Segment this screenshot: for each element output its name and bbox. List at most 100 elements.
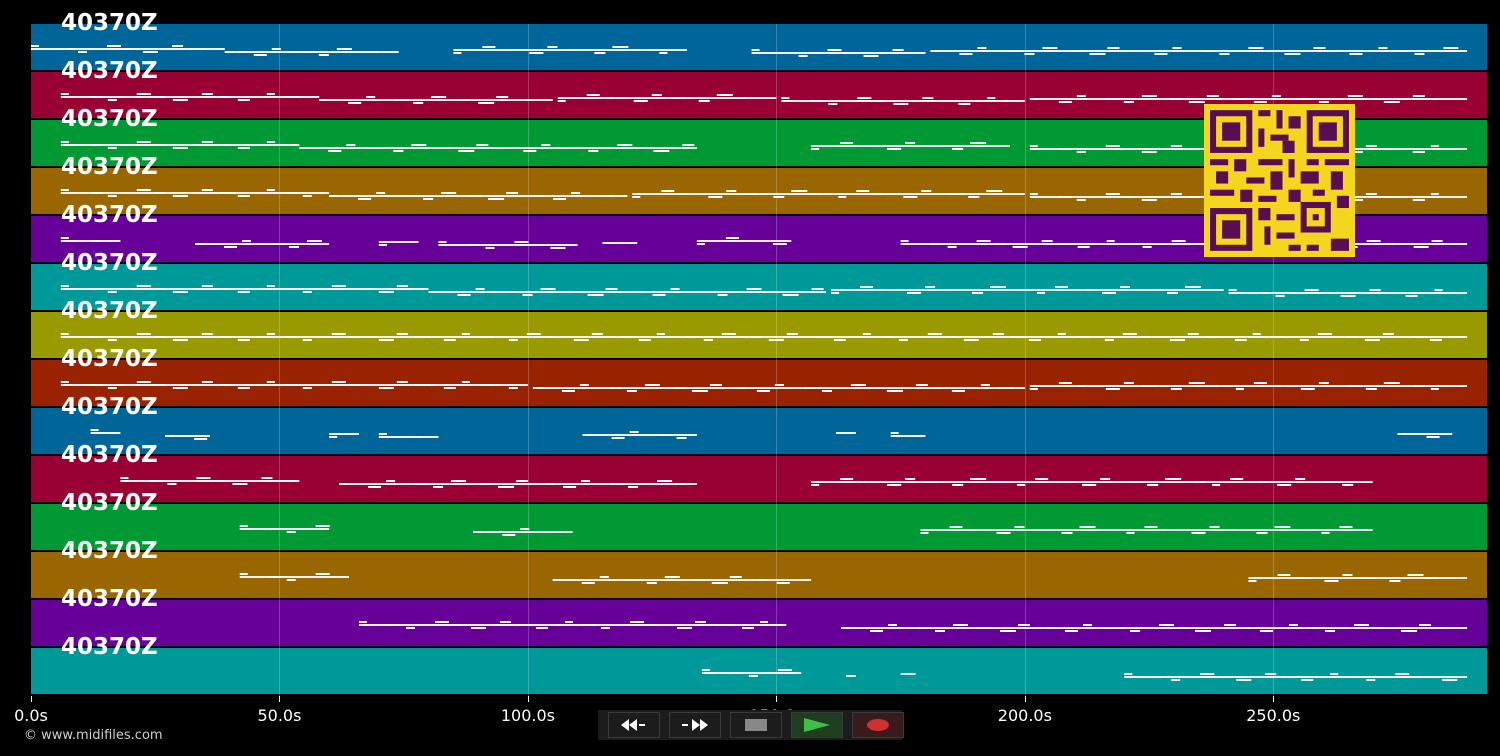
track-label-12: 40370Z [61,538,158,564]
note-mark [434,621,449,623]
note-mark [963,339,979,341]
note-mark [1295,577,1305,579]
note-mark [1259,630,1273,632]
note-mark [331,333,346,335]
track-7[interactable] [31,312,1487,358]
note-mark [565,49,581,51]
note-mark [887,148,902,150]
note-mark [1383,196,1400,198]
note-mark [387,624,401,626]
note-mark [1014,526,1025,528]
note-segment [632,193,1025,195]
note-mark [306,240,322,242]
note-segment [60,288,429,290]
note-mark [994,243,1005,245]
note-mark [461,381,470,383]
note-mark [1058,148,1072,150]
note-mark [154,336,165,338]
note-mark [1266,50,1278,52]
note-mark [1365,98,1377,100]
stop-button[interactable] [730,712,782,738]
note-mark [610,483,625,485]
note-mark [165,435,174,437]
transport-controls [598,710,904,740]
note-mark [1324,630,1335,632]
track-13[interactable] [31,600,1487,646]
track-1[interactable] [31,24,1487,70]
note-mark [1300,98,1315,100]
axis-tick [527,696,529,702]
note-mark [721,333,736,335]
note-mark [154,96,165,98]
note-mark [1395,673,1410,675]
track-12[interactable] [31,552,1487,598]
axis-tick-label: 250.0s [1246,706,1301,725]
note-mark [302,195,312,197]
note-segment [582,434,697,436]
note-mark [708,196,723,198]
note-mark [1288,624,1298,626]
note-mark [201,189,213,191]
note-mark [219,288,236,290]
track-6[interactable] [31,264,1487,310]
note-mark [1303,529,1316,531]
note-mark [1123,382,1134,384]
note-mark [405,195,420,197]
note-mark [136,189,151,191]
note-mark [1100,478,1111,480]
track-11[interactable] [31,504,1487,550]
record-button[interactable] [852,712,904,738]
axis-tick-label: 100.0s [500,706,555,725]
track-9[interactable] [31,408,1487,454]
note-mark [1430,388,1439,390]
note-mark [923,481,939,483]
note-mark [478,102,495,104]
note-mark [396,285,408,287]
note-mark [768,339,784,341]
track-14[interactable] [31,648,1487,694]
note-mark [1230,478,1244,480]
note-mark [143,51,158,53]
note-mark [905,142,916,144]
note-mark [633,100,648,102]
note-mark [1082,624,1092,626]
note-segment [602,242,638,244]
note-mark [611,437,625,439]
note-mark [758,579,767,581]
note-mark [1411,336,1428,338]
note-segment [920,529,1373,531]
note-mark [600,195,615,197]
note-mark [1107,47,1120,49]
stop-icon [745,719,767,731]
track-8[interactable] [31,360,1487,406]
note-mark [405,627,415,629]
play-button[interactable] [791,712,843,738]
rewind-button[interactable] [608,712,660,738]
note-mark [856,190,870,192]
track-label-11: 40370Z [61,490,158,516]
note-mark [237,387,250,389]
note-mark [1149,289,1165,291]
fast-forward-button[interactable] [669,712,721,738]
note-segment [90,432,121,434]
note-mark [1158,624,1174,626]
note-mark [508,387,518,389]
note-mark [875,100,886,102]
note-mark [346,144,356,146]
note-mark [950,193,966,195]
note-mark [378,339,394,341]
note-mark [1010,336,1027,338]
note-mark [685,336,699,338]
note-mark [1189,243,1200,245]
track-10[interactable] [31,456,1487,502]
note-mark [328,150,342,152]
note-mark [1339,526,1353,528]
note-mark [423,198,434,200]
note-mark [154,384,165,386]
note-mark [1105,98,1120,100]
note-mark [1122,333,1137,335]
note-mark [1397,433,1406,435]
note-mark [878,289,888,291]
note-mark [1089,53,1106,55]
note-mark [1396,50,1411,52]
